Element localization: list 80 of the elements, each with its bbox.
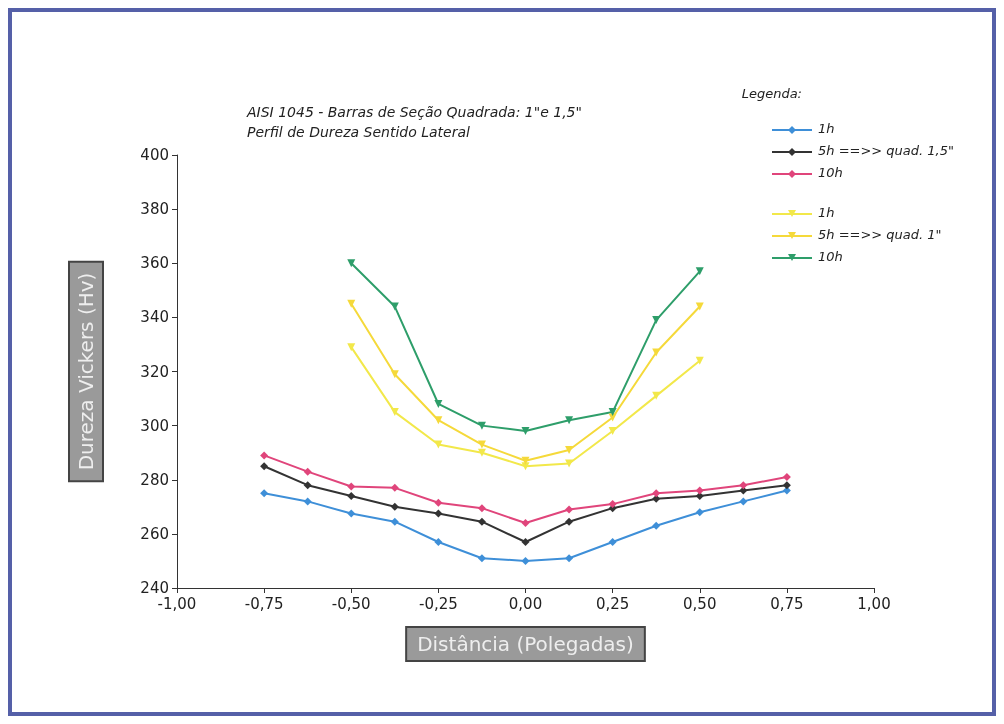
point <box>565 554 574 563</box>
y-tick-label: 320 <box>140 362 169 381</box>
y-tick-label: 300 <box>140 416 169 435</box>
point <box>303 467 312 476</box>
point <box>434 498 443 507</box>
y-tick-label: 400 <box>140 146 169 164</box>
point <box>652 521 661 530</box>
point <box>652 489 661 498</box>
point <box>739 497 748 506</box>
point <box>608 408 617 417</box>
y-tick-label: 240 <box>140 579 169 597</box>
point <box>390 517 399 526</box>
point <box>260 462 269 471</box>
point <box>695 508 704 517</box>
point <box>608 500 617 509</box>
point <box>521 519 530 528</box>
point <box>521 537 530 546</box>
x-tick-label: -0,50 <box>331 594 371 613</box>
point <box>477 504 486 513</box>
point <box>347 259 356 268</box>
chart-title: AISI 1045 - Barras de Seção Quadrada: 1"e 1,5" <box>246 104 582 120</box>
point <box>565 416 574 425</box>
point <box>782 473 791 482</box>
point <box>477 554 486 563</box>
x-tick-label: 0,50 <box>683 594 717 613</box>
chart-subtitle: Perfil de Dureza Sentido Lateral <box>247 124 471 140</box>
legend-label: 10h <box>818 165 843 180</box>
point <box>477 421 486 430</box>
point <box>390 483 399 492</box>
point <box>565 505 574 514</box>
point <box>434 399 443 408</box>
y-tick-label: 260 <box>140 524 169 543</box>
y-tick-label: 340 <box>140 308 169 327</box>
point <box>608 427 617 436</box>
point <box>347 343 356 352</box>
point <box>608 537 617 546</box>
point <box>565 517 574 526</box>
x-tick-label: -0,25 <box>418 594 458 613</box>
point <box>695 267 704 276</box>
x-tick-label: 0,75 <box>770 594 804 613</box>
point <box>695 486 704 495</box>
point <box>739 481 748 490</box>
legend-label: 10h <box>818 249 843 264</box>
point <box>565 445 574 454</box>
point <box>434 509 443 518</box>
x-axis-title: Distância (Polegadas) <box>417 632 634 656</box>
point <box>303 481 312 490</box>
point <box>260 489 269 498</box>
point <box>521 427 530 436</box>
legend-title: Legenda: <box>741 86 802 101</box>
x-tick-label: -0,75 <box>244 594 284 613</box>
x-tick-label: 1,00 <box>857 594 891 613</box>
point <box>347 509 356 518</box>
point <box>434 416 443 425</box>
point <box>303 497 312 506</box>
legend-label: 1h <box>818 205 835 220</box>
point <box>477 448 486 457</box>
y-tick-label: 380 <box>140 200 169 219</box>
point <box>652 316 661 325</box>
point <box>739 486 748 495</box>
point <box>477 517 486 526</box>
y-tick-label: 360 <box>140 254 169 273</box>
point <box>260 451 269 460</box>
point <box>390 408 399 417</box>
point <box>434 537 443 546</box>
point <box>390 370 399 379</box>
y-axis-title: Dureza Vickers (Hv) <box>74 272 98 471</box>
point <box>347 482 356 491</box>
x-tick-label: 0,25 <box>595 594 630 613</box>
point <box>521 556 530 565</box>
point <box>347 491 356 500</box>
y-tick-label: 280 <box>140 470 169 489</box>
legend-label: 5h ==>> quad. 1" <box>818 227 942 242</box>
x-tick-label: -1,00 <box>157 594 197 613</box>
point <box>782 481 791 490</box>
legend-label: 5h ==>> quad. 1,5" <box>818 143 954 158</box>
point <box>390 502 399 511</box>
x-tick-label: 0,00 <box>508 594 543 613</box>
legend-label: 1h <box>818 121 835 136</box>
point <box>521 456 530 465</box>
